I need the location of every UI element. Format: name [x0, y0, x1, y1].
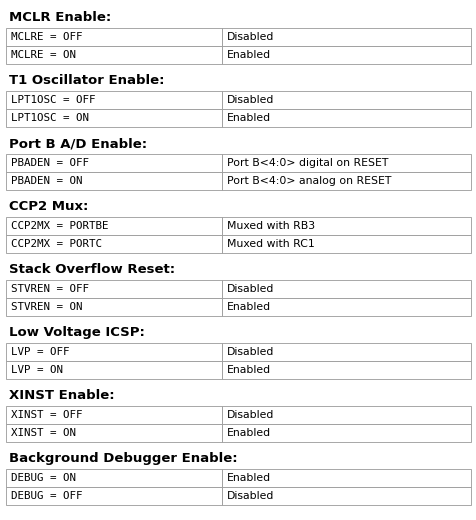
Text: CCP2MX = PORTC: CCP2MX = PORTC	[11, 239, 102, 249]
Text: LPT1OSC = ON: LPT1OSC = ON	[11, 113, 89, 123]
Bar	[222, 172, 470, 190]
Bar	[6, 487, 222, 505]
Text: CCP2MX = PORTBE: CCP2MX = PORTBE	[11, 221, 108, 231]
Bar	[222, 406, 470, 424]
Text: Disabled: Disabled	[227, 347, 274, 357]
Text: DEBUG = OFF: DEBUG = OFF	[11, 491, 82, 501]
Bar	[6, 280, 222, 298]
Bar	[6, 406, 222, 424]
Text: Enabled: Enabled	[227, 50, 271, 60]
Text: DEBUG = ON: DEBUG = ON	[11, 473, 76, 483]
Text: MCLR Enable:: MCLR Enable:	[9, 11, 111, 24]
Text: Disabled: Disabled	[227, 284, 274, 294]
Text: Enabled: Enabled	[227, 473, 271, 483]
Text: Muxed with RB3: Muxed with RB3	[227, 221, 315, 231]
Bar	[6, 298, 222, 316]
Text: Disabled: Disabled	[227, 410, 274, 420]
Bar	[6, 109, 222, 127]
Text: CCP2 Mux:: CCP2 Mux:	[9, 200, 88, 213]
Text: Low Voltage ICSP:: Low Voltage ICSP:	[9, 326, 145, 339]
Bar	[6, 91, 222, 109]
Text: Enabled: Enabled	[227, 365, 271, 375]
Bar	[6, 361, 222, 379]
Text: XINST Enable:: XINST Enable:	[9, 389, 114, 402]
Bar	[222, 46, 470, 64]
Bar	[222, 343, 470, 361]
Bar	[6, 469, 222, 487]
Text: STVREN = OFF: STVREN = OFF	[11, 284, 89, 294]
Bar	[6, 154, 222, 172]
Bar	[222, 28, 470, 46]
Bar	[6, 235, 222, 253]
Text: Port B<4:0> analog on RESET: Port B<4:0> analog on RESET	[227, 176, 391, 186]
Text: XINST = ON: XINST = ON	[11, 428, 76, 438]
Bar	[222, 109, 470, 127]
Bar	[6, 28, 222, 46]
Bar	[222, 424, 470, 442]
Bar	[222, 91, 470, 109]
Bar	[222, 154, 470, 172]
Bar	[222, 217, 470, 235]
Text: XINST = OFF: XINST = OFF	[11, 410, 82, 420]
Bar	[6, 343, 222, 361]
Bar	[6, 217, 222, 235]
Text: LVP = ON: LVP = ON	[11, 365, 63, 375]
Bar	[6, 46, 222, 64]
Text: Disabled: Disabled	[227, 32, 274, 42]
Text: Enabled: Enabled	[227, 428, 271, 438]
Text: PBADEN = ON: PBADEN = ON	[11, 176, 82, 186]
Text: STVREN = ON: STVREN = ON	[11, 302, 82, 312]
Bar	[222, 235, 470, 253]
Bar	[6, 424, 222, 442]
Bar	[222, 361, 470, 379]
Text: Disabled: Disabled	[227, 491, 274, 501]
Text: PBADEN = OFF: PBADEN = OFF	[11, 158, 89, 168]
Text: Background Debugger Enable:: Background Debugger Enable:	[9, 452, 237, 465]
Text: MCLRE = ON: MCLRE = ON	[11, 50, 76, 60]
Text: LPT1OSC = OFF: LPT1OSC = OFF	[11, 95, 95, 105]
Text: Port B A/D Enable:: Port B A/D Enable:	[9, 137, 147, 150]
Text: LVP = OFF: LVP = OFF	[11, 347, 69, 357]
Text: Stack Overflow Reset:: Stack Overflow Reset:	[9, 263, 175, 276]
Bar	[222, 487, 470, 505]
Bar	[6, 172, 222, 190]
Text: Enabled: Enabled	[227, 302, 271, 312]
Text: Disabled: Disabled	[227, 95, 274, 105]
Bar	[222, 298, 470, 316]
Bar	[222, 280, 470, 298]
Text: MCLRE = OFF: MCLRE = OFF	[11, 32, 82, 42]
Bar	[222, 469, 470, 487]
Text: Muxed with RC1: Muxed with RC1	[227, 239, 314, 249]
Text: Port B<4:0> digital on RESET: Port B<4:0> digital on RESET	[227, 158, 388, 168]
Text: T1 Oscillator Enable:: T1 Oscillator Enable:	[9, 74, 164, 87]
Text: Enabled: Enabled	[227, 113, 271, 123]
